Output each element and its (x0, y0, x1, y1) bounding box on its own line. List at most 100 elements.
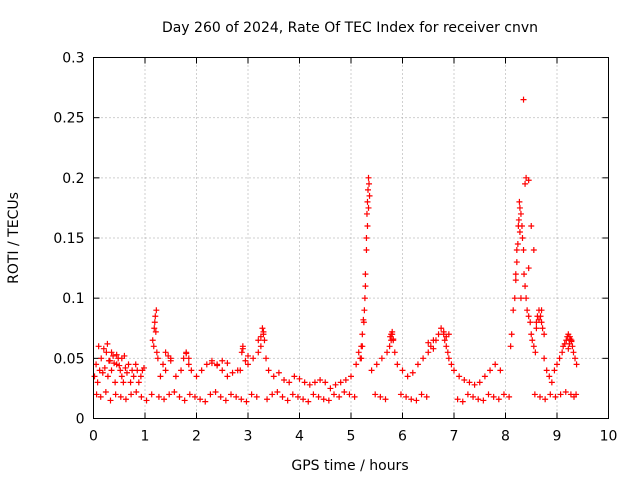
data-point (519, 235, 526, 241)
data-point (363, 235, 370, 241)
data-point (537, 313, 544, 320)
x-tick-label: 8 (501, 429, 510, 445)
data-point (533, 325, 540, 332)
data-point (538, 307, 545, 314)
x-tick-label: 10 (600, 429, 618, 445)
data-point (152, 313, 159, 320)
data-point (202, 398, 209, 405)
data-point (565, 345, 572, 352)
data-point (265, 367, 272, 374)
data-point (322, 379, 329, 386)
data-point (517, 210, 524, 217)
data-point (466, 379, 473, 386)
data-point (198, 367, 205, 374)
data-point (360, 316, 367, 323)
data-point (208, 360, 215, 367)
data-point (306, 381, 313, 388)
x-tick-label: 9 (553, 429, 562, 445)
data-point (522, 180, 529, 187)
data-point (530, 343, 537, 350)
data-point (568, 338, 575, 345)
data-point (148, 391, 155, 398)
data-point (127, 379, 134, 386)
y-tick-label: 0.3 (62, 51, 84, 67)
data-point (122, 396, 129, 403)
data-point (520, 96, 527, 103)
data-point (337, 379, 344, 386)
data-point (358, 343, 365, 350)
data-point (348, 373, 354, 380)
y-axis-label: ROTI / TECUs (6, 192, 22, 284)
data-point (373, 361, 380, 368)
data-point (487, 367, 494, 374)
data-point (150, 343, 157, 350)
data-point (176, 393, 183, 400)
data-point (219, 367, 226, 374)
x-tick-label: 5 (347, 429, 356, 445)
data-point (98, 355, 105, 362)
data-point (378, 355, 385, 362)
data-point (516, 198, 523, 205)
data-point (125, 361, 132, 368)
data-point (573, 391, 580, 398)
data-point (294, 393, 301, 400)
data-point (525, 313, 532, 320)
data-point (403, 393, 410, 400)
data-point (365, 204, 372, 211)
data-point (107, 397, 114, 404)
data-point (556, 355, 563, 362)
data-point (320, 396, 327, 403)
data-point (94, 379, 101, 386)
data-point (382, 396, 389, 403)
data-point (151, 325, 158, 332)
data-point (108, 349, 115, 356)
data-point (548, 379, 555, 386)
data-point (364, 222, 371, 229)
data-point (448, 361, 455, 368)
data-point (569, 343, 576, 350)
data-point (542, 396, 549, 403)
data-point (105, 357, 112, 364)
data-point (116, 362, 123, 369)
data-point (353, 361, 360, 368)
data-point (93, 391, 100, 398)
data-point (500, 391, 507, 398)
y-tick-label: 0.25 (53, 111, 84, 127)
data-point (191, 393, 198, 400)
data-point (108, 367, 115, 374)
data-point (161, 396, 168, 403)
data-point (440, 328, 447, 335)
data-point (423, 393, 430, 400)
data-point (214, 362, 221, 369)
data-point (365, 174, 372, 181)
data-point (137, 373, 144, 380)
data-point (551, 367, 558, 374)
data-point (153, 307, 160, 314)
data-point (532, 349, 539, 356)
data-point (133, 389, 140, 396)
data-point (111, 360, 118, 367)
data-point (310, 391, 317, 398)
data-point (257, 343, 264, 350)
data-point (162, 367, 169, 374)
data-point (543, 367, 550, 374)
data-point (311, 379, 318, 386)
data-point (554, 361, 560, 368)
data-point (513, 247, 520, 254)
data-point (274, 389, 281, 396)
data-point (228, 391, 235, 398)
data-point (441, 337, 448, 344)
data-point (128, 391, 135, 398)
data-point (546, 373, 553, 380)
data-point (513, 259, 520, 266)
data-point (572, 355, 579, 362)
data-point (525, 177, 532, 184)
data-point (495, 396, 502, 403)
data-point (245, 361, 251, 368)
data-point (366, 192, 373, 199)
data-point (537, 393, 544, 400)
data-point (129, 367, 136, 374)
data-point (471, 381, 478, 388)
data-point (394, 361, 401, 368)
data-point (562, 389, 569, 396)
